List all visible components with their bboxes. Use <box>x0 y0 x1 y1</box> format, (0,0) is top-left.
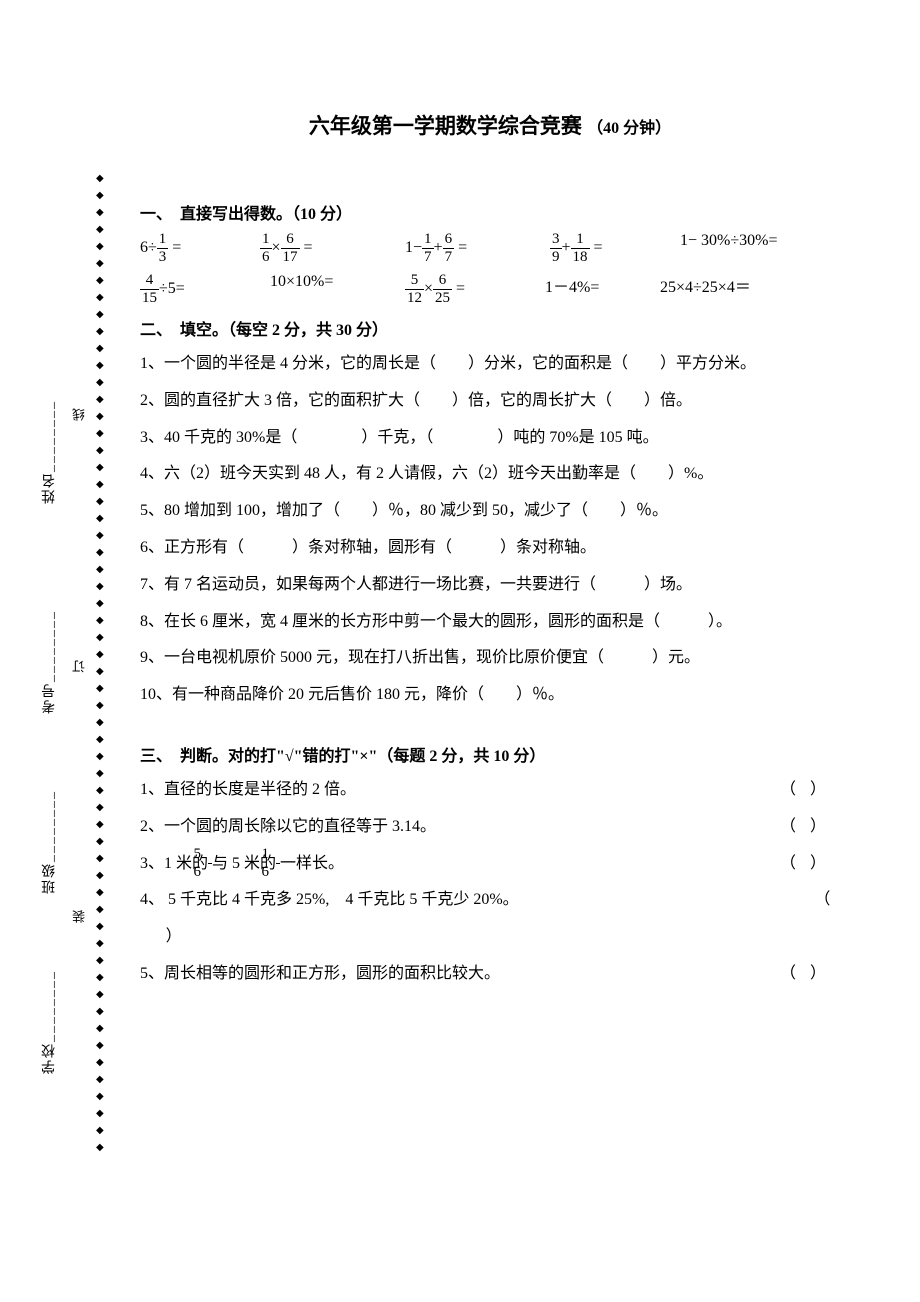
t: 一样长。 <box>280 855 344 872</box>
t: + <box>434 239 443 256</box>
section2-head: 二、 填空。（每空 2 分，共 30 分） <box>140 316 840 340</box>
expr-1-3: 1−17+67 = <box>405 232 550 265</box>
num: 1 <box>571 232 590 249</box>
num: 6 <box>281 232 300 249</box>
binding-margin: ◆◆◆◆◆◆◆◆◆◆◆◆◆◆◆◆◆◆◆◆◆◆◆◆◆◆◆◆◆◆◆◆◆◆◆◆◆◆◆◆… <box>40 170 110 1170</box>
s3-q5-text: 5、周长相等的圆形和正方形，圆形的面积比较大。 <box>140 965 500 982</box>
num: 1 <box>157 232 169 249</box>
s3-q1: 1、直径的长度是半径的 2 倍。 （） <box>140 772 840 809</box>
s2-q4: 4、六（2）班今天实到 48 人，有 2 人请假，六（2）班今天出勤率是（ ）%… <box>140 456 840 493</box>
page-content: 六年级第一学期数学综合竞赛 （40 分钟） 一、 直接写出得数。（10 分） 6… <box>140 110 840 993</box>
num: 6 <box>433 273 452 290</box>
den: 12 <box>405 290 424 306</box>
label-number-text: 考号 <box>42 682 57 714</box>
expr-2-3: 512×625 = <box>405 273 545 306</box>
s2-q7: 7、有 7 名运动员，如果每两个人都进行一场比赛，一共要进行（ ）场。 <box>140 567 840 604</box>
s3-q3: 3、1 米的56与 5 米的16一样长。 （） <box>140 846 840 883</box>
num: 5 <box>405 273 424 290</box>
t: ÷5= <box>159 280 185 297</box>
expr-1-5: 1− 30%÷30%= <box>680 232 830 265</box>
label-name: 姓名________ <box>40 400 60 504</box>
binding-char-zhuang: 装 <box>70 910 89 923</box>
expr-1-2: 16×617 = <box>260 232 405 265</box>
label-name-text: 姓名 <box>42 472 57 504</box>
s3-q1-text: 1、直径的长度是半径的 2 倍。 <box>140 781 356 798</box>
binding-char-ding: 订 <box>70 660 89 673</box>
t: 1− <box>405 239 422 256</box>
s2-q5: 5、80 增加到 100，增加了（ ）％，80 减少到 50，减少了（ ）％。 <box>140 493 840 530</box>
den: 7 <box>422 249 434 265</box>
title-time: （40 分钟） <box>587 120 671 137</box>
label-school-text: 学校 <box>42 1042 57 1074</box>
expr-2-2: 10×10%= <box>270 273 405 306</box>
s3-q5: 5、周长相等的圆形和正方形，圆形的面积比较大。 （） <box>140 956 840 993</box>
num: 1 <box>422 232 434 249</box>
label-number: 考号________ <box>40 610 60 714</box>
expr-1-1: 6÷13 = <box>140 232 260 265</box>
t: = <box>168 239 181 256</box>
binding-char-xian: 线 <box>70 408 89 421</box>
s2-q10: 10、有一种商品降价 20 元后售价 180 元，降价（ ）％。 <box>140 677 840 714</box>
s3-q2-text: 2、一个圆的周长除以它的直径等于 3.14。 <box>140 818 436 835</box>
expr-1-4: 39+118 = <box>550 232 680 265</box>
t: × <box>424 280 433 297</box>
expr-2-1: 415÷5= <box>140 273 270 306</box>
t: = <box>454 239 467 256</box>
section3-head: 三、 判断。对的打"√"错的打"×"（每题 2 分，共 10 分） <box>140 742 840 766</box>
label-school: 学校________ <box>40 970 60 1074</box>
underline: ________ <box>42 970 57 1042</box>
den: 25 <box>433 290 452 306</box>
math-row-1: 6÷13 = 16×617 = 1−17+67 = 39+118 = 1− 30… <box>140 232 840 265</box>
den: 9 <box>550 249 562 265</box>
s2-q8: 8、在长 6 厘米，宽 4 厘米的长方形中剪一个最大的圆形，圆形的面积是（ ）。 <box>140 604 840 641</box>
s2-q6: 6、正方形有（ ）条对称轴，圆形有（ ）条对称轴。 <box>140 530 840 567</box>
den: 15 <box>140 290 159 306</box>
expr-2-4: 1－4%= <box>545 273 660 306</box>
s3-q4: 4、 5 千克比 4 千克多 25%, 4 千克比 5 千克少 20%。 （ <box>140 882 840 919</box>
den: 17 <box>281 249 300 265</box>
t: × <box>272 239 281 256</box>
answer-paren: （） <box>806 809 840 846</box>
underline: ________ <box>42 400 57 472</box>
title-main: 六年级第一学期数学综合竞赛 <box>309 114 582 138</box>
underline: ________ <box>42 790 57 862</box>
s3-q4-close: ） <box>140 919 840 956</box>
t: = <box>300 239 313 256</box>
label-class: 班级________ <box>40 790 60 894</box>
s2-q2: 2、圆的直径扩大 3 倍，它的面积扩大（ ）倍，它的周长扩大（ ）倍。 <box>140 383 840 420</box>
answer-paren: （） <box>806 956 840 993</box>
s2-q3: 3、40 千克的 30%是（ ）千克，（ ）吨的 70%是 105 吨。 <box>140 420 840 457</box>
num: 1 <box>260 232 272 249</box>
num: 6 <box>443 232 455 249</box>
num: 3 <box>550 232 562 249</box>
den: 6 <box>260 249 272 265</box>
expr-2-5: 25×4÷25×4＝ <box>660 273 830 306</box>
label-class-text: 班级 <box>42 862 57 894</box>
s3-q2: 2、一个圆的周长除以它的直径等于 3.14。 （） <box>140 809 840 846</box>
answer-paren: （） <box>806 846 840 883</box>
math-row-2: 415÷5= 10×10%= 512×625 = 1－4%= 25×4÷25×4… <box>140 273 840 306</box>
section1-head: 一、 直接写出得数。（10 分） <box>140 200 840 224</box>
diamond-column: ◆◆◆◆◆◆◆◆◆◆◆◆◆◆◆◆◆◆◆◆◆◆◆◆◆◆◆◆◆◆◆◆◆◆◆◆◆◆◆◆… <box>96 170 104 1156</box>
t: = <box>590 239 603 256</box>
answer-paren: （） <box>806 772 840 809</box>
underline: ________ <box>42 610 57 682</box>
s2-q9: 9、一台电视机原价 5000 元，现在打八折出售，现价比原价便宜（ ）元。 <box>140 640 840 677</box>
den: 18 <box>571 249 590 265</box>
s2-q1: 1、一个圆的半径是 4 分米，它的周长是（ ）分米，它的面积是（ ）平方分米。 <box>140 346 840 383</box>
page-title: 六年级第一学期数学综合竞赛 （40 分钟） <box>140 110 840 140</box>
t: + <box>562 239 571 256</box>
den: 7 <box>443 249 455 265</box>
t: 6÷ <box>140 239 157 256</box>
s3-q4-text: 4、 5 千克比 4 千克多 25%, 4 千克比 5 千克少 20%。 <box>140 891 519 908</box>
den: 3 <box>157 249 169 265</box>
t: = <box>452 280 465 297</box>
num: 4 <box>140 273 159 290</box>
